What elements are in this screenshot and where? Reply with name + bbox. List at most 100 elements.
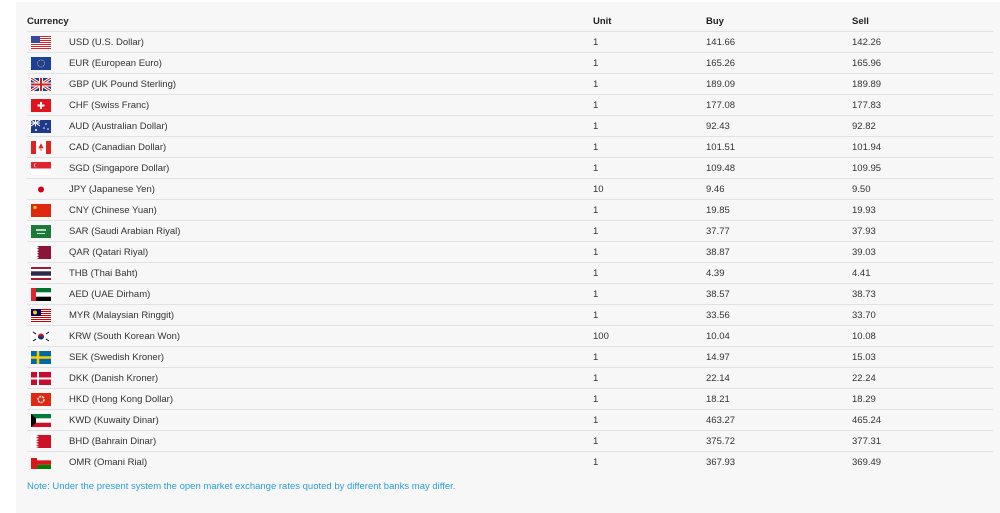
table-row: EUR (European Euro) 1 165.26 165.96	[27, 52, 993, 74]
sell-cell: 37.93	[852, 220, 993, 242]
unit-cell: 1	[593, 73, 706, 95]
flag-cn-icon	[31, 203, 51, 217]
buy-cell: 463.27	[706, 409, 852, 431]
table-row: SAR (Saudi Arabian Riyal) 1 37.77 37.93	[27, 220, 993, 242]
header-buy: Buy	[706, 16, 724, 27]
currency-name: GBP (UK Pound Sterling)	[69, 78, 177, 90]
buy-cell: 141.66	[706, 31, 852, 53]
table-row: OMR (Omani Rial) 1 367.93 369.49	[27, 451, 993, 472]
header-currency: Currency	[27, 16, 69, 27]
flag-my-icon	[31, 308, 51, 322]
sell-cell: 33.70	[852, 304, 993, 326]
currency-cell: SAR (Saudi Arabian Riyal)	[27, 220, 593, 242]
unit-cell: 10	[593, 178, 706, 200]
sell-cell: 189.89	[852, 73, 993, 95]
buy-cell: 4.39	[706, 262, 852, 284]
currency-cell: KWD (Kuwaity Dinar)	[27, 409, 593, 431]
currency-name: AED (UAE Dirham)	[69, 288, 151, 300]
table-header: Currency Unit Buy Sell	[27, 12, 993, 32]
flag-hk-icon	[31, 392, 51, 406]
unit-cell: 1	[593, 346, 706, 368]
table-row: KRW (South Korean Won) 100 10.04 10.08	[27, 325, 993, 347]
buy-cell: 18.21	[706, 388, 852, 410]
currency-name: HKD (Hong Kong Dollar)	[69, 393, 174, 405]
flag-th-icon	[31, 266, 51, 280]
currency-cell: CHF (Swiss Franc)	[27, 94, 593, 116]
currency-cell: AUD (Australian Dollar)	[27, 115, 593, 137]
unit-cell: 1	[593, 262, 706, 284]
buy-cell: 109.48	[706, 157, 852, 179]
sell-cell: 165.96	[852, 52, 993, 74]
currency-name: OMR (Omani Rial)	[69, 456, 148, 468]
currency-name: THB (Thai Baht)	[69, 267, 138, 279]
unit-cell: 1	[593, 409, 706, 431]
table-row: CNY (Chinese Yuan) 1 19.85 19.93	[27, 199, 993, 221]
unit-cell: 1	[593, 220, 706, 242]
unit-cell: 1	[593, 115, 706, 137]
exchange-rates-table: Currency Unit Buy Sell USD (U.S. Dollar)…	[27, 12, 993, 472]
sell-cell: 15.03	[852, 346, 993, 368]
unit-cell: 1	[593, 136, 706, 158]
currency-name: EUR (European Euro)	[69, 57, 162, 69]
sell-cell: 465.24	[852, 409, 993, 431]
header-sell: Sell	[852, 16, 869, 27]
unit-cell: 1	[593, 388, 706, 410]
buy-cell: 10.04	[706, 325, 852, 347]
sell-cell: 22.24	[852, 367, 993, 389]
table-row: QAR (Qatari Riyal) 1 38.87 39.03	[27, 241, 993, 263]
buy-cell: 101.51	[706, 136, 852, 158]
sell-cell: 369.49	[852, 451, 993, 472]
currency-name: KWD (Kuwaity Dinar)	[69, 414, 159, 426]
buy-cell: 33.56	[706, 304, 852, 326]
table-row: JPY (Japanese Yen) 10 9.46 9.50	[27, 178, 993, 200]
sell-cell: 19.93	[852, 199, 993, 221]
currency-cell: DKK (Danish Kroner)	[27, 367, 593, 389]
sell-cell: 39.03	[852, 241, 993, 263]
table-row: KWD (Kuwaity Dinar) 1 463.27 465.24	[27, 409, 993, 431]
buy-cell: 177.08	[706, 94, 852, 116]
buy-cell: 375.72	[706, 430, 852, 452]
table-row: MYR (Malaysian Ringgit) 1 33.56 33.70	[27, 304, 993, 326]
flag-ch-icon	[31, 98, 51, 112]
unit-cell: 1	[593, 157, 706, 179]
buy-cell: 19.85	[706, 199, 852, 221]
table-row: HKD (Hong Kong Dollar) 1 18.21 18.29	[27, 388, 993, 410]
buy-cell: 9.46	[706, 178, 852, 200]
currency-name: DKK (Danish Kroner)	[69, 372, 159, 384]
sell-cell: 4.41	[852, 262, 993, 284]
sell-cell: 18.29	[852, 388, 993, 410]
buy-cell: 92.43	[706, 115, 852, 137]
currency-name: SGD (Singapore Dollar)	[69, 162, 170, 174]
flag-eu-icon	[31, 56, 51, 70]
sell-cell: 101.94	[852, 136, 993, 158]
unit-cell: 1	[593, 199, 706, 221]
currency-cell: EUR (European Euro)	[27, 52, 593, 74]
currency-cell: SEK (Swedish Kroner)	[27, 346, 593, 368]
table-row: CHF (Swiss Franc) 1 177.08 177.83	[27, 94, 993, 116]
header-unit: Unit	[593, 16, 612, 27]
currency-cell: HKD (Hong Kong Dollar)	[27, 388, 593, 410]
flag-au-icon	[31, 119, 51, 133]
flag-kr-icon	[31, 329, 51, 343]
unit-cell: 1	[593, 304, 706, 326]
table-row: DKK (Danish Kroner) 1 22.14 22.24	[27, 367, 993, 389]
flag-jp-icon	[31, 182, 51, 196]
currency-cell: USD (U.S. Dollar)	[27, 31, 593, 53]
currency-name: SEK (Swedish Kroner)	[69, 351, 165, 363]
currency-name: CAD (Canadian Dollar)	[69, 141, 167, 153]
buy-cell: 22.14	[706, 367, 852, 389]
currency-cell: CAD (Canadian Dollar)	[27, 136, 593, 158]
currency-name: USD (U.S. Dollar)	[69, 36, 144, 48]
currency-name: KRW (South Korean Won)	[69, 330, 181, 342]
unit-cell: 1	[593, 283, 706, 305]
flag-ae-icon	[31, 287, 51, 301]
currency-name: AUD (Australian Dollar)	[69, 120, 168, 132]
currency-cell: OMR (Omani Rial)	[27, 451, 593, 472]
buy-cell: 189.09	[706, 73, 852, 95]
currency-name: SAR (Saudi Arabian Riyal)	[69, 225, 181, 237]
sell-cell: 109.95	[852, 157, 993, 179]
buy-cell: 367.93	[706, 451, 852, 472]
sell-cell: 377.31	[852, 430, 993, 452]
unit-cell: 100	[593, 325, 706, 347]
currency-cell: AED (UAE Dirham)	[27, 283, 593, 305]
